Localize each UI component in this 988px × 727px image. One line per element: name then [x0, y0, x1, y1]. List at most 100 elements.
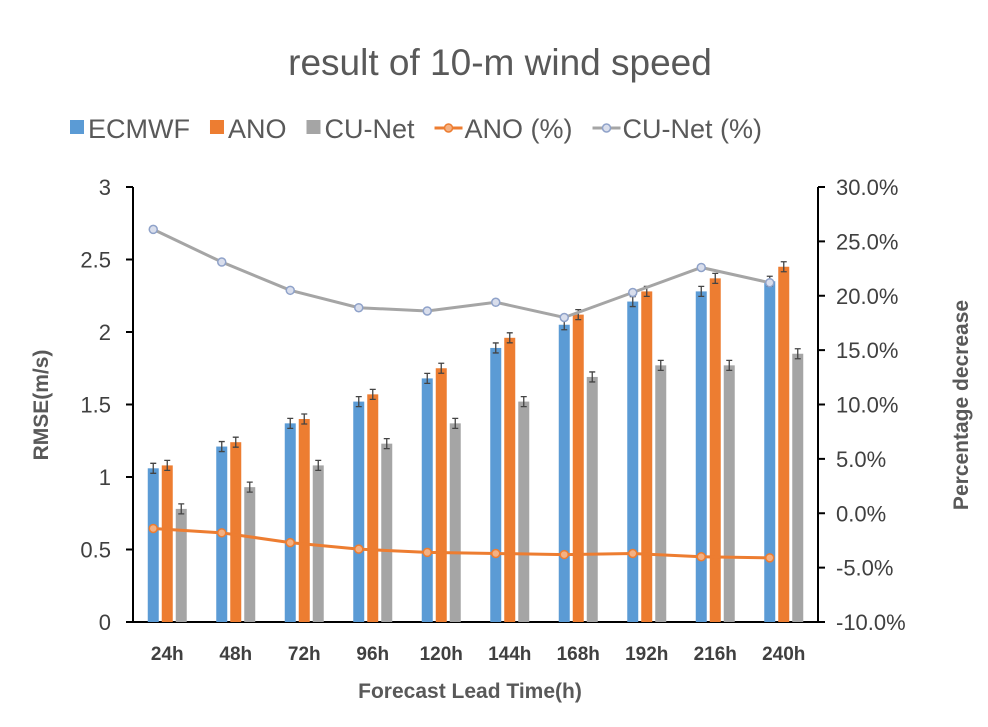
y2-tick-label: 0.0% — [836, 501, 886, 526]
y2-tick-label: 20.0% — [836, 284, 898, 309]
bar-cu-net — [381, 443, 393, 622]
y-tick-label: 2.5 — [80, 248, 111, 273]
line-marker — [628, 548, 638, 559]
y-tick-label: 0 — [99, 610, 111, 635]
bar-ecmwf — [627, 301, 639, 622]
x-tick-label: 120h — [420, 644, 463, 665]
error-bar — [657, 359, 664, 371]
line-marker — [354, 544, 364, 554]
y2-tick-label: 25.0% — [836, 229, 898, 254]
error-bar — [355, 395, 362, 408]
chart-title: result of 10-m wind speed — [288, 42, 712, 83]
plot-area: 0 0.5 1 1.5 2 2.5 3 -10.0% -5.0% 0.0% 5.0% 10.0% 15.… — [80, 175, 905, 665]
bar-ano — [298, 419, 310, 622]
error-bar — [698, 285, 705, 298]
bar-ano — [709, 278, 721, 622]
bar-ano — [435, 368, 447, 622]
y2-axis-label: Percentage decrease — [950, 300, 973, 510]
bar-ano — [161, 465, 173, 622]
line-marker — [559, 549, 569, 560]
error-bar — [246, 481, 253, 493]
y2-tick-label: 5.0% — [836, 447, 886, 472]
bar-ecmwf — [558, 324, 570, 622]
x-axis-label: Forecast Lead Time(h) — [358, 680, 582, 703]
bar-cu-net — [792, 353, 804, 622]
error-bar — [232, 436, 239, 448]
bar-cu-net — [244, 487, 256, 622]
error-bar — [492, 342, 499, 354]
bar-ano — [641, 291, 653, 622]
line-marker — [765, 553, 775, 563]
legend: ECMWF ANO CU-Net ANO (%) CU-Net (%) — [70, 114, 762, 144]
line-marker — [491, 297, 501, 308]
legend-swatch — [70, 120, 84, 134]
y-tick-label: 0.5 — [80, 538, 111, 563]
bar-cu-net — [723, 365, 735, 622]
bar-cu-net — [655, 365, 667, 622]
error-bar — [452, 417, 459, 429]
bar-ano — [367, 394, 379, 622]
line-marker — [217, 528, 227, 538]
y-axis-label: RMSE(m/s) — [30, 350, 53, 461]
error-bar — [178, 503, 185, 515]
y2-tick-label: 30.0% — [836, 175, 898, 200]
line-marker — [148, 523, 158, 534]
y2-tick-label: -5.0% — [836, 556, 893, 581]
legend-marker — [443, 123, 454, 133]
bar-ecmwf — [490, 347, 502, 622]
line-marker — [285, 285, 295, 296]
error-bar — [424, 372, 431, 385]
bar-ecmwf — [421, 378, 433, 622]
error-bar — [287, 417, 294, 429]
bar-ecmwf — [147, 468, 159, 622]
error-bar — [383, 438, 390, 450]
line-marker — [148, 224, 158, 235]
error-bar — [794, 348, 801, 360]
x-tick-label: 144h — [488, 644, 531, 665]
x-tick-label: 168h — [557, 644, 600, 665]
bar-ecmwf — [764, 281, 776, 622]
error-bar — [315, 459, 322, 472]
error-bar — [164, 459, 171, 472]
line-marker — [765, 277, 775, 288]
error-bar — [369, 388, 376, 400]
bar-ano — [504, 337, 516, 622]
line-marker — [491, 548, 501, 559]
bar-cu-net — [518, 401, 530, 622]
x-tick-label: 240h — [762, 644, 805, 665]
error-bar — [218, 440, 225, 453]
x-tick-label: 216h — [694, 644, 737, 665]
legend-swatch — [306, 120, 321, 134]
x-tick-label: 72h — [288, 644, 321, 665]
x-tick-label: 192h — [625, 644, 668, 665]
x-tick-label: 48h — [219, 644, 252, 665]
error-bar — [506, 332, 513, 344]
bar-ano — [572, 314, 584, 622]
line-marker — [217, 257, 227, 267]
x-tick-label: 96h — [356, 644, 389, 665]
line-marker — [422, 306, 432, 316]
error-bar — [438, 362, 445, 374]
legend-label: ECMWF — [88, 114, 190, 144]
bar-ecmwf — [353, 401, 365, 622]
line-cunet — [152, 228, 771, 320]
bar-cu-net — [449, 423, 461, 622]
legend-label: CU-Net — [325, 114, 416, 144]
line-marker — [696, 262, 706, 273]
line-marker — [354, 302, 364, 313]
line-marker — [628, 287, 638, 298]
legend-label: ANO — [228, 114, 287, 144]
line-marker — [285, 537, 295, 548]
legend-label: ANO (%) — [465, 114, 573, 144]
line-marker — [696, 552, 706, 562]
legend-swatch — [209, 120, 224, 134]
y-tick-label: 2 — [99, 320, 111, 345]
error-bar — [780, 261, 787, 273]
y2-tick-label: 10.0% — [836, 393, 898, 418]
error-bar — [520, 395, 527, 408]
y2-tick-label: -10.0% — [836, 610, 906, 635]
y-tick-label: 3 — [99, 175, 111, 200]
bar-ano — [230, 442, 242, 622]
bar-cu-net — [175, 508, 187, 622]
